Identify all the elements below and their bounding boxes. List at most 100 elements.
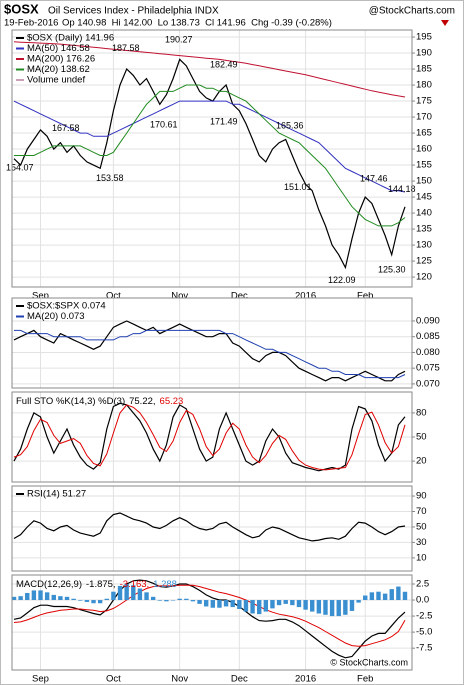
histogram-bar	[157, 600, 162, 601]
y-tick-label: 30	[416, 537, 427, 548]
histogram-bar	[303, 600, 308, 610]
histogram-bar	[223, 600, 229, 607]
histogram-bar	[376, 591, 381, 601]
y-tick-label: 160	[416, 144, 432, 155]
histogram-bar	[78, 600, 83, 601]
histogram-bar	[402, 591, 408, 601]
histogram-bar	[343, 600, 348, 615]
legend-entry: -3.163,	[120, 579, 150, 590]
histogram-bar	[184, 598, 189, 601]
y-tick-label: 2.5	[416, 579, 429, 590]
quote-date: 19-Feb-2016	[4, 18, 58, 29]
annotation: 125.30	[378, 264, 406, 274]
legend: Full STO %K(14,3) %D(3) 75.22, 65.23	[16, 396, 183, 407]
histogram-bar	[38, 590, 43, 601]
x-tick-label: Oct	[106, 291, 121, 302]
histogram-bar	[382, 593, 388, 601]
y-tick-label: 90	[416, 491, 427, 502]
y-tick-label: 0.070	[416, 378, 440, 389]
legend-entry: 1.288	[153, 579, 177, 590]
histogram-bar	[150, 596, 156, 601]
y-tick-label: 170	[416, 112, 432, 123]
annotation: 170.61	[150, 119, 178, 129]
histogram-bar	[164, 600, 169, 602]
histogram-bar	[336, 600, 341, 617]
panel-frame	[11, 574, 413, 671]
y-tick-label: 50	[416, 432, 427, 443]
y-tick-label: 70	[416, 506, 427, 517]
histogram-bar	[51, 594, 56, 601]
legend-entry: 65.23	[160, 396, 184, 407]
y-tick-label: 0.0	[416, 595, 429, 606]
y-tick-label: -2.5	[416, 611, 432, 622]
legend-entry: MA(200) 176.26	[27, 54, 95, 65]
y-tick-label: 125	[416, 256, 432, 267]
series-line	[14, 329, 406, 379]
annotation: 182.49	[210, 59, 238, 69]
histogram-bar	[111, 591, 116, 601]
legend: MACD(12,26,9) -1.875, -3.163, 1.288	[16, 579, 177, 590]
y-tick-label: 10	[416, 552, 427, 563]
x-tick-label: Oct	[106, 674, 121, 685]
site-mark: @StockCharts.com	[369, 6, 455, 17]
series-line	[13, 404, 406, 471]
histogram-bar	[243, 600, 249, 612]
series-line	[13, 100, 406, 193]
legend-entry: Volume undef	[27, 75, 85, 86]
histogram-bar	[117, 585, 123, 601]
y-tick-label: -7.5	[416, 643, 432, 654]
panel-background	[12, 575, 412, 670]
legend-entry: 75.22,	[129, 396, 155, 407]
annotation: 151.01	[284, 182, 312, 192]
y-tick-label: 180	[416, 80, 432, 91]
legend-title: Full STO %K(14,3) %D(3)	[16, 396, 125, 407]
legend-entry: $OSX (Daily) 141.96	[27, 33, 114, 44]
legend-entry: MA(20) 0.073	[27, 311, 85, 322]
x-tick-label: 2016	[295, 674, 316, 685]
x-tick-label: Dec	[231, 291, 248, 302]
histogram-bar	[210, 600, 216, 608]
panel-background	[12, 30, 412, 287]
annotation: 171.49	[210, 117, 238, 127]
index-name: Oil Services Index - Philadelphia INDX	[48, 6, 219, 17]
histogram-bar	[31, 590, 37, 601]
histogram-bar	[144, 592, 149, 601]
annotation: 154.07	[6, 162, 34, 172]
histogram-bar	[137, 588, 143, 601]
down-arrow	[441, 20, 449, 26]
series-line	[14, 84, 406, 227]
histogram-bar	[283, 600, 288, 604]
histogram-bar	[356, 600, 361, 603]
annotation: 167.58	[52, 123, 80, 133]
histogram-bar	[71, 598, 76, 601]
histogram-bar	[316, 600, 322, 614]
x-tick-label: Feb	[357, 674, 373, 685]
legend-entry: MA(50) 146.58	[27, 43, 90, 54]
series-line	[13, 512, 406, 542]
y-tick-label: 130	[416, 240, 432, 251]
y-tick-label: 165	[416, 128, 432, 139]
y-tick-label: 195	[416, 32, 432, 43]
y-tick-label: 155	[416, 160, 432, 171]
x-tick-label: Nov	[171, 291, 188, 302]
histogram-bar	[97, 600, 103, 604]
histogram-bar	[25, 592, 30, 601]
histogram-bar	[230, 600, 235, 608]
histogram-bar	[296, 600, 302, 608]
x-tick-label: Feb	[357, 291, 373, 302]
x-tick-label: Sep	[32, 674, 49, 685]
histogram-bar	[104, 598, 109, 601]
x-tick-label: Sep	[32, 291, 49, 302]
y-tick-label: 135	[416, 224, 432, 235]
series-line	[13, 320, 406, 382]
histogram-bar	[323, 600, 328, 615]
legend-entry: -1.875,	[86, 579, 116, 590]
annotation: 190.27	[165, 35, 193, 45]
histogram-bar	[197, 600, 202, 604]
y-tick-label: -5.0	[416, 627, 432, 638]
histogram-bar	[58, 596, 63, 601]
series-line	[13, 41, 406, 98]
y-tick-label: 190	[416, 48, 432, 59]
annotation: 147.46	[360, 174, 388, 184]
